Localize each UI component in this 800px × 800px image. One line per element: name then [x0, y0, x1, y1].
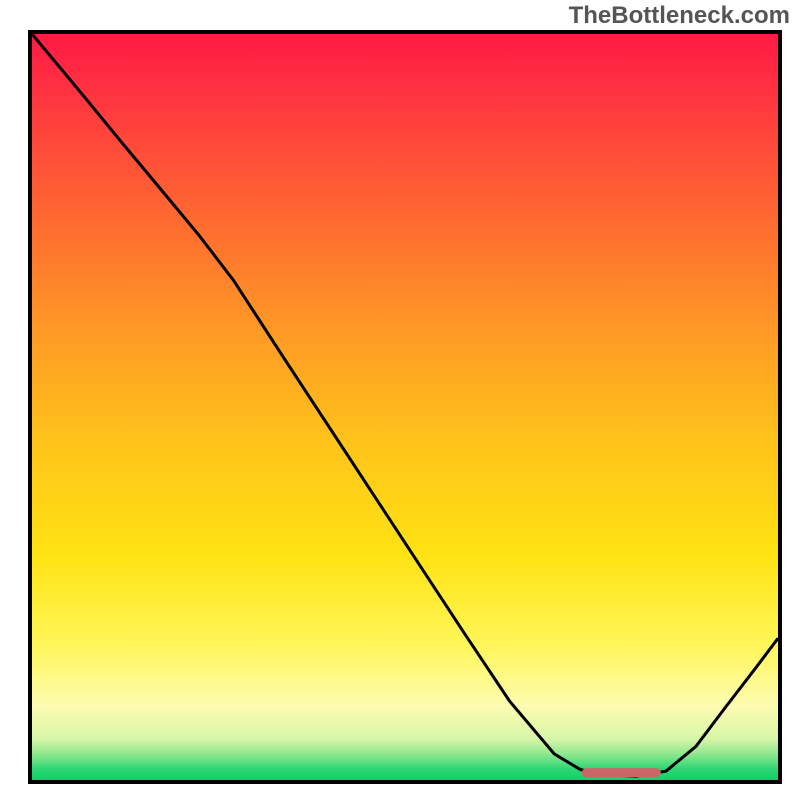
optimal-range-marker	[582, 768, 660, 778]
plot-area	[28, 30, 782, 784]
watermark-text: TheBottleneck.com	[569, 2, 790, 30]
bottleneck-curve	[32, 34, 778, 780]
chart-container: TheBottleneck.com	[0, 0, 800, 800]
